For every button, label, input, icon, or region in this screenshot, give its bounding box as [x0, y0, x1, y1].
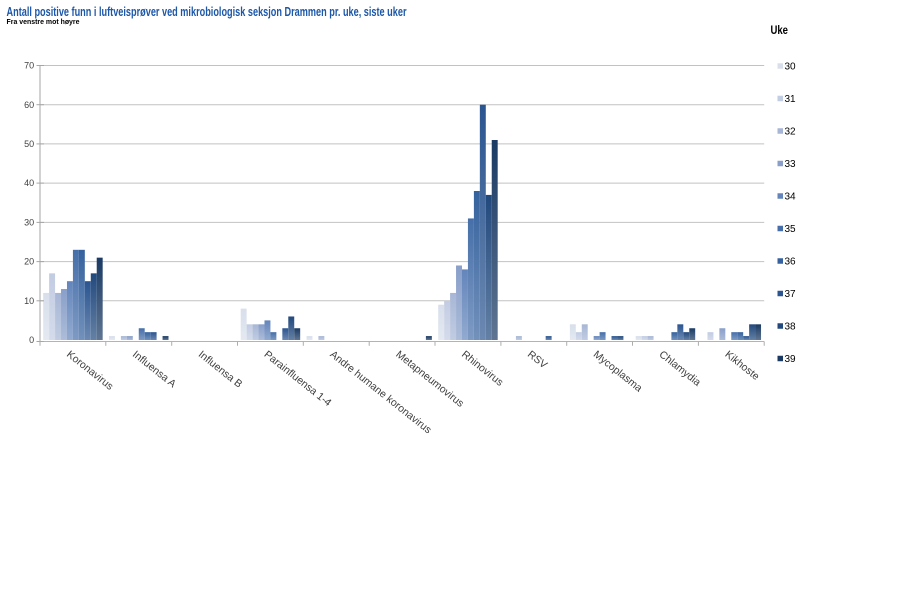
svg-text:37: 37	[785, 289, 797, 300]
svg-text:0: 0	[29, 335, 34, 345]
svg-text:40: 40	[24, 178, 34, 188]
svg-text:50: 50	[24, 139, 34, 149]
svg-text:38: 38	[785, 321, 797, 332]
svg-text:36: 36	[785, 256, 797, 267]
svg-text:30: 30	[24, 218, 34, 228]
svg-text:70: 70	[24, 61, 34, 71]
svg-text:33: 33	[785, 159, 797, 170]
svg-text:30: 30	[785, 61, 797, 72]
svg-text:Uke: Uke	[771, 25, 789, 37]
svg-text:Fra venstre mot høyre: Fra venstre mot høyre	[7, 17, 80, 26]
svg-text:Antall positive funn i luftvei: Antall positive funn i luftveisprøver ve…	[7, 5, 407, 19]
svg-text:39: 39	[785, 354, 797, 365]
svg-text:60: 60	[24, 100, 34, 110]
svg-text:31: 31	[785, 94, 797, 105]
svg-text:20: 20	[24, 257, 34, 267]
svg-text:32: 32	[785, 126, 797, 137]
svg-text:10: 10	[24, 296, 34, 306]
svg-text:34: 34	[785, 191, 797, 202]
svg-text:35: 35	[785, 224, 797, 235]
